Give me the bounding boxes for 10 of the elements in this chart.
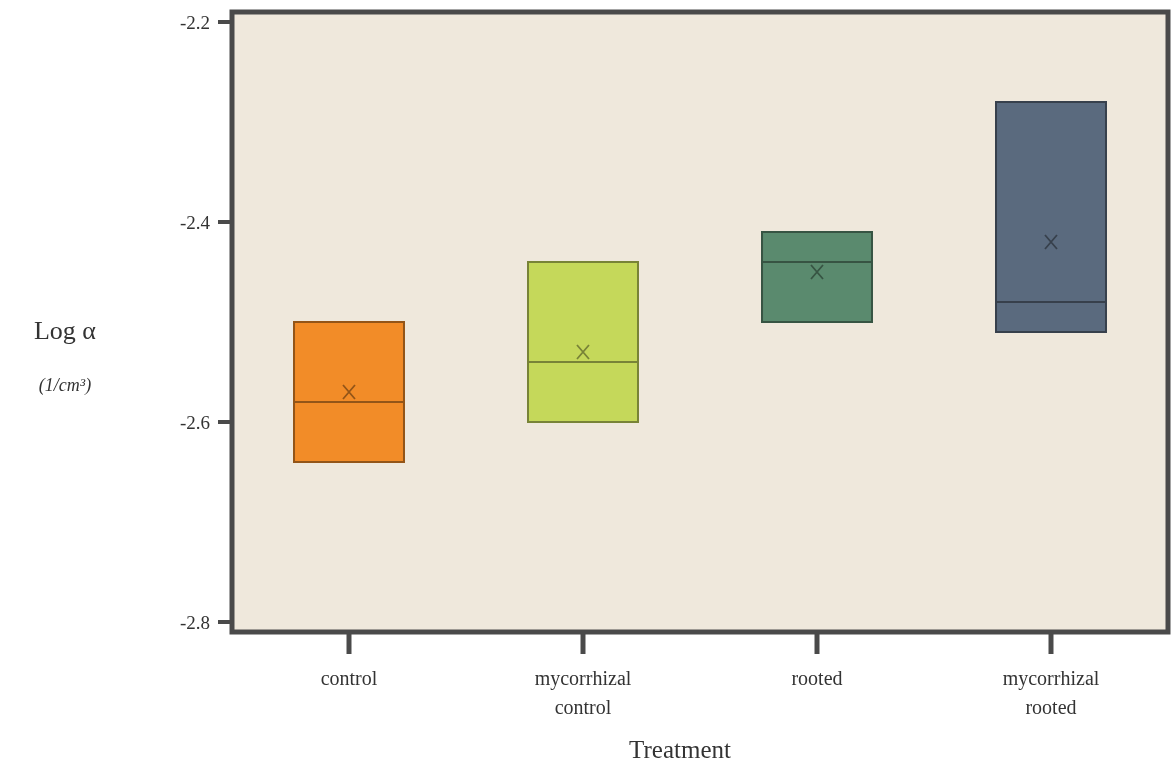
x-tick-label: mycorrhizal control bbox=[534, 667, 632, 718]
y-tick-label: -2.6 bbox=[179, 411, 210, 433]
x-tick-label: rooted bbox=[791, 667, 843, 689]
y-tick-label: -2.4 bbox=[179, 211, 211, 233]
x-axis-title: Treatment bbox=[629, 736, 731, 763]
y-axis-title: Log α (1/cm³) bbox=[33, 316, 97, 396]
x-tick-label: control bbox=[320, 667, 378, 689]
x-tick-label: mycorrhizal rooted bbox=[1002, 667, 1100, 718]
y-tick-label: -2.2 bbox=[179, 11, 210, 33]
y-tick-label: -2.8 bbox=[179, 611, 210, 633]
